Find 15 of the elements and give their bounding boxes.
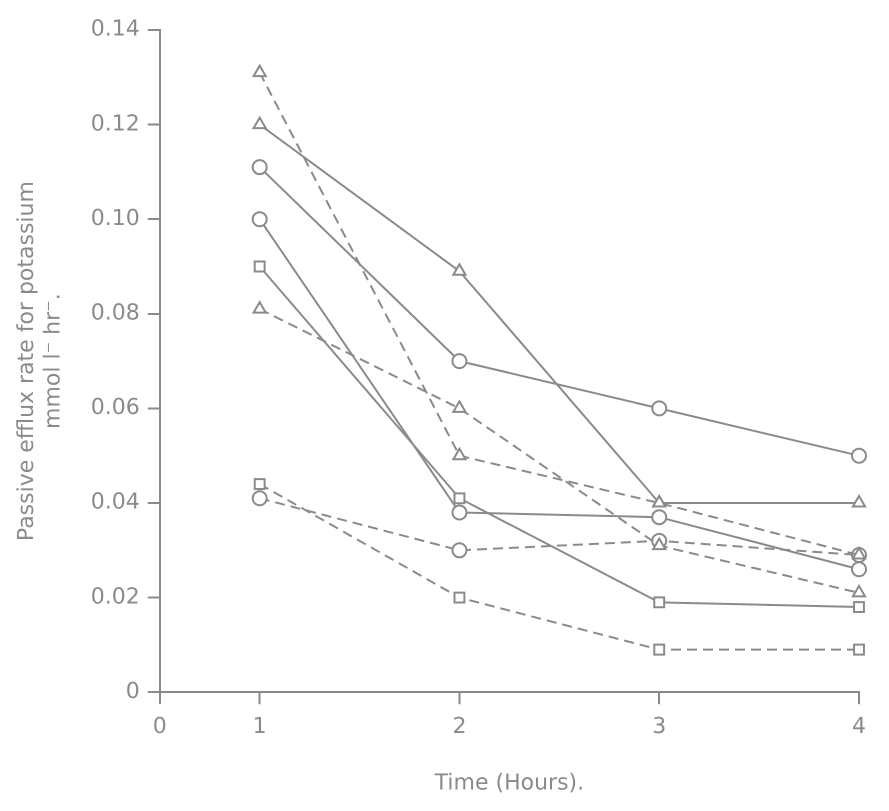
x-tick-label: 1: [252, 714, 267, 740]
x-tick-label: 2: [452, 714, 466, 740]
y-tick-label: 0: [126, 678, 140, 704]
x-tick-label: 3: [652, 714, 666, 740]
y-tick-label: 0.04: [90, 490, 140, 515]
x-axis-title: Time (Hours).: [434, 770, 584, 796]
y-tick-label: 0.08: [90, 300, 140, 326]
x-tick-label: 0: [152, 714, 167, 740]
x-tick-label: 4: [852, 714, 866, 740]
y-tick-label: 0.02: [90, 584, 140, 610]
y-tick-label: 0.14: [90, 16, 140, 42]
y-tick-label: 0.06: [90, 395, 140, 420]
y-tick-label: 0.10: [90, 206, 140, 231]
y-tick-label: 0.12: [90, 111, 140, 136]
y-axis-title: Passive efflux rate for potassium mmol l⁻ hr⁻.: [14, 181, 66, 542]
